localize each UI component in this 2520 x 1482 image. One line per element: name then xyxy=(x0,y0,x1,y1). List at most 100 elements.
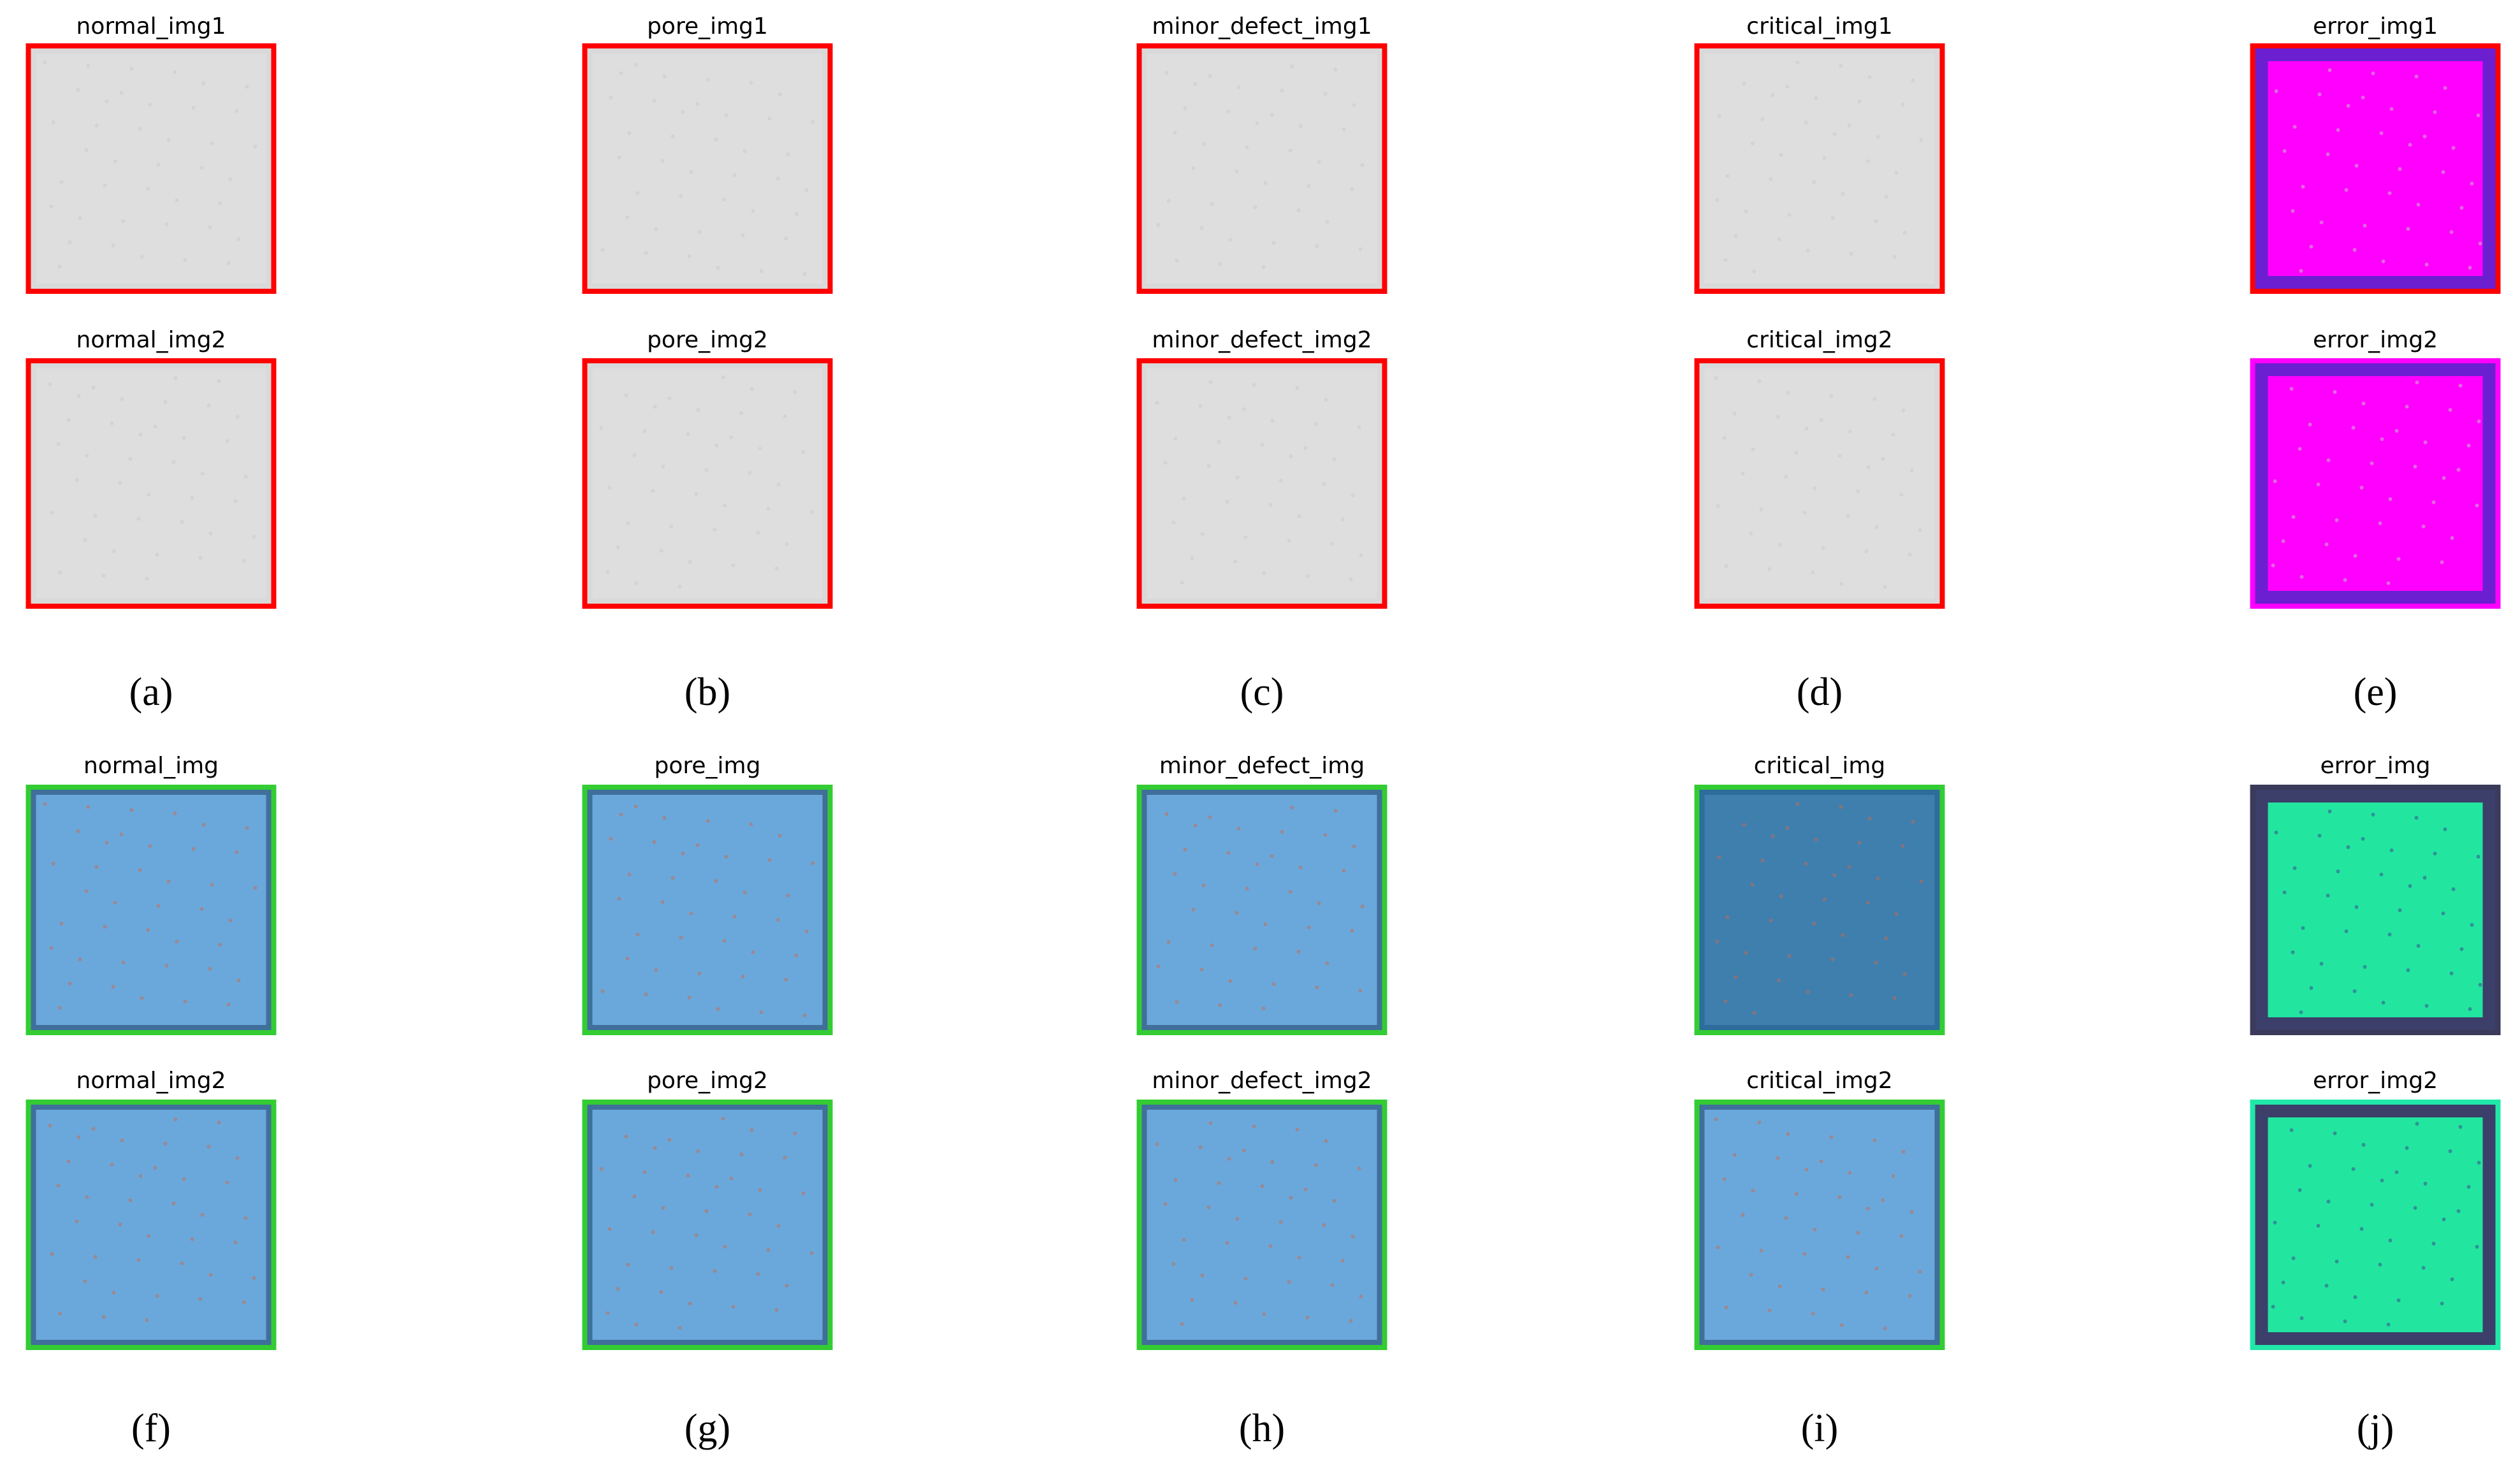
texture-dot xyxy=(225,1181,229,1184)
texture-dot xyxy=(1206,464,1211,468)
texture-dot xyxy=(49,205,54,208)
texture-dot xyxy=(784,978,788,982)
texture-dot xyxy=(2328,68,2332,72)
texture-dot xyxy=(86,805,91,809)
texture-dot xyxy=(669,1266,674,1270)
texture-dot xyxy=(1193,824,1198,827)
image-title: normal_img2 xyxy=(76,1068,226,1094)
image-title: error_img xyxy=(2320,753,2430,779)
tile-surface xyxy=(36,795,266,1025)
panel-label: (b) xyxy=(684,671,730,714)
texture-dot xyxy=(2478,983,2482,987)
texture-dot xyxy=(785,1284,789,1288)
texture-dot xyxy=(1360,904,1365,908)
texture-dot xyxy=(2413,465,2417,469)
texture-dot xyxy=(748,471,752,475)
texture-dot xyxy=(1245,887,1249,890)
texture-dot xyxy=(695,843,700,847)
texture-dot xyxy=(2441,912,2445,915)
texture-dot xyxy=(786,152,790,156)
texture-dot xyxy=(749,822,753,826)
texture-dot xyxy=(2414,75,2419,78)
texture-dot xyxy=(1305,1316,1310,1319)
texture-dot xyxy=(1874,961,1878,964)
texture-dot xyxy=(2343,1319,2347,1323)
texture-dot xyxy=(1226,851,1231,855)
texture-dot xyxy=(2380,437,2384,441)
texture-dot xyxy=(1217,1181,1221,1185)
texture-dot xyxy=(1180,581,1184,585)
texture-dot xyxy=(2326,1200,2331,1203)
texture-dot xyxy=(1847,865,1851,869)
texture-dot xyxy=(1217,440,1221,444)
texture-dot xyxy=(1901,409,1906,412)
texture-dot xyxy=(1749,1273,1753,1277)
texture-dot xyxy=(651,1230,655,1234)
texture-dot xyxy=(2298,447,2302,451)
texture-dot xyxy=(2346,845,2350,849)
texture-dot xyxy=(2319,221,2324,224)
texture-dot xyxy=(2478,242,2482,245)
texture-dot xyxy=(1252,383,1256,387)
texture-dot xyxy=(1837,1195,1842,1199)
texture-dot xyxy=(731,1305,735,1309)
texture-dot xyxy=(2371,813,2375,817)
texture-dot xyxy=(1769,177,1773,181)
texture-dot xyxy=(624,393,628,397)
texture-dot xyxy=(1848,430,1852,433)
texture-dot xyxy=(1811,1312,1815,1316)
texture-dot xyxy=(147,493,151,497)
texture-dot xyxy=(1233,1301,1238,1305)
texture-dot xyxy=(1227,416,1231,419)
texture-dot xyxy=(83,538,87,542)
texture-dot xyxy=(2443,86,2447,90)
texture-dot xyxy=(120,1138,124,1142)
texture-dot xyxy=(1918,528,1922,532)
texture-dot xyxy=(128,1198,133,1202)
texture-dot xyxy=(1894,912,1899,916)
texture-dot xyxy=(1208,74,1212,78)
texture-dot xyxy=(2336,128,2340,132)
texture-dot xyxy=(1352,103,1356,107)
texture-dot xyxy=(233,1240,238,1244)
texture-dot xyxy=(607,486,612,490)
texture-dot xyxy=(1330,1283,1335,1287)
texture-dot xyxy=(1867,817,1872,820)
texture-dot xyxy=(1804,120,1808,124)
texture-dot xyxy=(2421,1266,2426,1270)
texture-dot xyxy=(2380,1179,2384,1182)
texture-dot xyxy=(1166,199,1171,203)
texture-dot xyxy=(101,1315,106,1319)
texture-dot xyxy=(59,180,64,184)
texture-dot xyxy=(1759,1249,1763,1253)
image-tile xyxy=(25,43,277,294)
texture-dot xyxy=(759,1010,764,1014)
texture-dot xyxy=(164,222,169,226)
texture-dot xyxy=(1839,805,1843,809)
texture-dot xyxy=(1198,1145,1203,1149)
texture-dot xyxy=(706,819,710,823)
texture-dot xyxy=(605,1311,610,1315)
texture-dot xyxy=(1902,972,1907,976)
texture-dot xyxy=(1883,585,1887,589)
texture-dot xyxy=(1864,549,1869,553)
image-title: pore_img2 xyxy=(647,1068,768,1094)
texture-dot xyxy=(1902,231,1907,235)
texture-dot xyxy=(722,939,727,943)
texture-dot xyxy=(75,1219,79,1223)
texture-dot xyxy=(749,81,753,85)
texture-dot xyxy=(2398,167,2402,171)
texture-dot xyxy=(2414,816,2419,820)
texture-dot xyxy=(2451,146,2456,150)
texture-dot xyxy=(681,852,685,855)
texture-dot xyxy=(1155,401,1159,405)
texture-dot xyxy=(78,957,82,961)
image-tile xyxy=(1694,358,1945,609)
texture-dot xyxy=(156,163,161,166)
texture-dot xyxy=(1767,567,1772,571)
texture-dot xyxy=(1333,809,1338,813)
texture-dot xyxy=(2396,557,2401,561)
tile-surface xyxy=(1147,368,1377,599)
texture-dot xyxy=(119,91,124,95)
texture-dot xyxy=(1333,68,1338,71)
